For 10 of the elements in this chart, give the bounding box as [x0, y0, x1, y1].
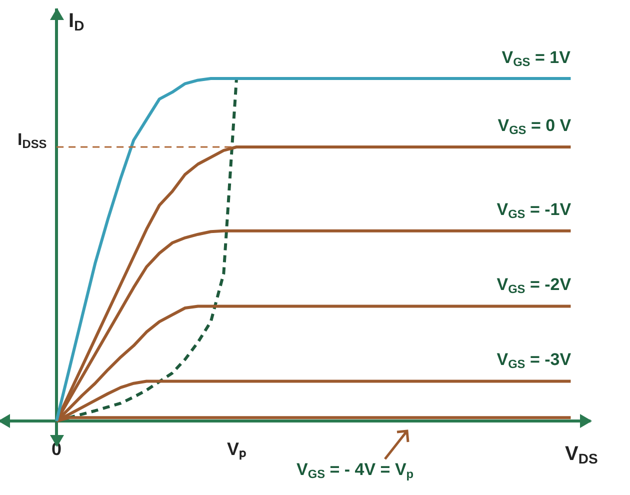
- ref-line-label: I$_{DSS}$: [18, 130, 47, 151]
- y-axis-title: I$_{D}$: [68, 10, 84, 34]
- series-label: V$_{GS}$ = -3V: [496, 350, 572, 372]
- series-label: V$_{GS}$ = -2V: [496, 275, 572, 296]
- x-tick-label: Vₚ: [227, 438, 246, 460]
- text: V$_{GS}$ = - 4V = V$_{p}$: [296, 460, 414, 481]
- series-label: V$_{GS}$ = 0 V: [498, 116, 572, 137]
- series-label: V$_{GS}$ = 1V: [502, 48, 570, 68]
- series-label: V$_{GS}$ = -1V: [496, 200, 572, 221]
- x-axis-title: V$_{DS}$: [565, 443, 598, 467]
